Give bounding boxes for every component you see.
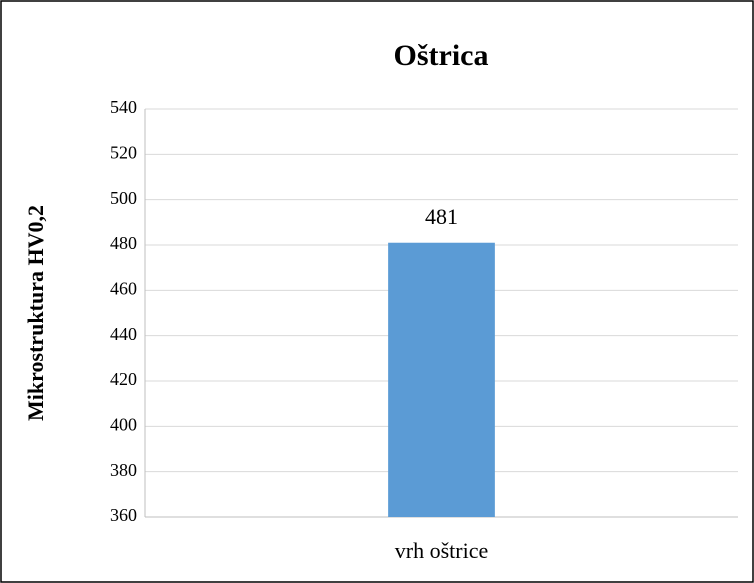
y-tick-label: 540	[110, 97, 137, 117]
y-tick-label: 380	[110, 460, 137, 480]
y-tick-label: 360	[110, 505, 137, 525]
y-tick-label: 440	[110, 324, 137, 344]
chart-title: Oštrica	[394, 39, 489, 72]
x-tick-label: vrh oštrice	[395, 538, 488, 563]
y-tick-label: 460	[110, 278, 137, 298]
y-tick-label: 500	[110, 188, 137, 208]
bar	[388, 242, 495, 517]
y-axis-label: Mikrostruktura HV0,2	[23, 205, 48, 421]
y-tick-label: 420	[110, 369, 137, 389]
y-tick-label: 520	[110, 142, 137, 162]
y-tick-label: 480	[110, 233, 137, 253]
y-tick-label: 400	[110, 414, 137, 434]
data-label: 481	[425, 204, 458, 229]
